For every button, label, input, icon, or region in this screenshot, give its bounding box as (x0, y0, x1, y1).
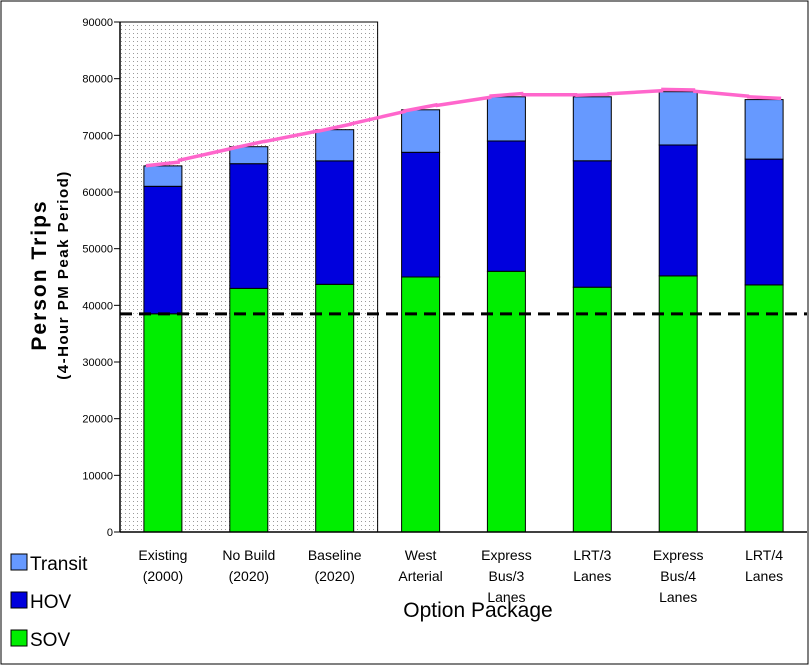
trend-line (145, 87, 782, 168)
bar-sov-5 (572, 286, 612, 533)
bar-hov-2 (315, 160, 355, 285)
bar-hov-4 (486, 140, 526, 272)
trend-cap-2 (317, 122, 353, 134)
category-label-3: West Arterial (398, 547, 442, 584)
y-axis-subtitle: (4-Hour PM Peak Period) (55, 170, 72, 380)
y-tick-label: 80000 (82, 74, 113, 86)
bar-sov-2 (315, 283, 355, 533)
legend-label-sov: SOV (30, 630, 70, 651)
y-tick-label: 10000 (82, 470, 113, 482)
trend-segment-5 (607, 88, 664, 96)
y-tick-labels: 0 10000 20000 30000 40000 50000 60000 70000 8000… (82, 17, 120, 539)
y-axis (119, 22, 807, 533)
category-label-1: No Build (2020) (222, 547, 275, 584)
category-label-2: Baseline (2020) (308, 547, 362, 584)
y-axis-title: Person Trips (28, 199, 51, 350)
y-tick-label: 40000 (82, 300, 113, 312)
y-tick-label: 20000 (82, 414, 113, 426)
bar-sov-6 (658, 275, 698, 533)
trend-cap-6 (661, 87, 696, 92)
legend-swatch-hov (10, 591, 28, 609)
bar-sov-4 (486, 270, 526, 533)
bar-hov-1 (229, 163, 269, 289)
x-category-labels: Existing (2000) No Build (2020) Baseline (202… (138, 547, 783, 605)
bar-transit-7 (744, 99, 784, 160)
bar-hov-7 (744, 158, 784, 286)
bar-sov-0 (143, 313, 183, 533)
bar-hov-3 (401, 151, 441, 278)
y-tick-label: 60000 (82, 187, 113, 199)
category-label-5: LRT/3 Lanes (573, 547, 611, 584)
trend-segment-1 (263, 128, 321, 144)
trend-cap-0 (145, 160, 181, 168)
legend: Transit HOV SOV (10, 553, 88, 651)
trend-segment-0 (177, 146, 235, 163)
category-label-4: Express Bus/3 Lanes (481, 547, 532, 605)
category-label-0: Existing (2000) (138, 547, 187, 584)
y-tick-label: 0 (107, 527, 113, 539)
trend-cap-7 (747, 95, 782, 101)
bar-transit-6 (658, 91, 698, 146)
trend-segment-6 (693, 89, 750, 98)
bar-hov-5 (572, 160, 612, 288)
legend-swatch-transit (10, 553, 28, 571)
bar-transit-0 (143, 165, 183, 187)
bar-sov-7 (744, 284, 784, 533)
legend-label-hov: HOV (30, 592, 72, 613)
bar-hov-0 (143, 185, 183, 315)
bar-transit-4 (486, 96, 526, 142)
y-tick-label: 90000 (82, 17, 113, 29)
bar-sov-1 (229, 287, 269, 533)
trend-cap-1 (231, 139, 267, 151)
trend-cap-3 (403, 102, 438, 113)
bar-transit-2 (315, 129, 355, 162)
legend-label-transit: Transit (30, 554, 88, 575)
bar-sov-3 (401, 276, 441, 533)
category-label-6: Express Bus/4 Lanes (653, 547, 704, 605)
bar-transit-3 (401, 109, 441, 153)
legend-swatch-sov (10, 629, 28, 647)
trend-segment-2 (349, 109, 406, 126)
category-label-7: LRT/4 Lanes (745, 547, 783, 584)
bar-transit-5 (572, 96, 612, 162)
bar-hov-6 (658, 144, 698, 277)
y-tick-label: 50000 (82, 244, 113, 256)
y-tick-label: 70000 (82, 130, 113, 142)
trend-cap-5 (575, 92, 610, 98)
bar-transit-1 (229, 146, 269, 165)
x-axis-title: Option Package (403, 599, 552, 622)
trend-cap-4 (489, 91, 524, 98)
trend-segment-3 (435, 95, 492, 108)
y-tick-label: 30000 (82, 357, 113, 369)
